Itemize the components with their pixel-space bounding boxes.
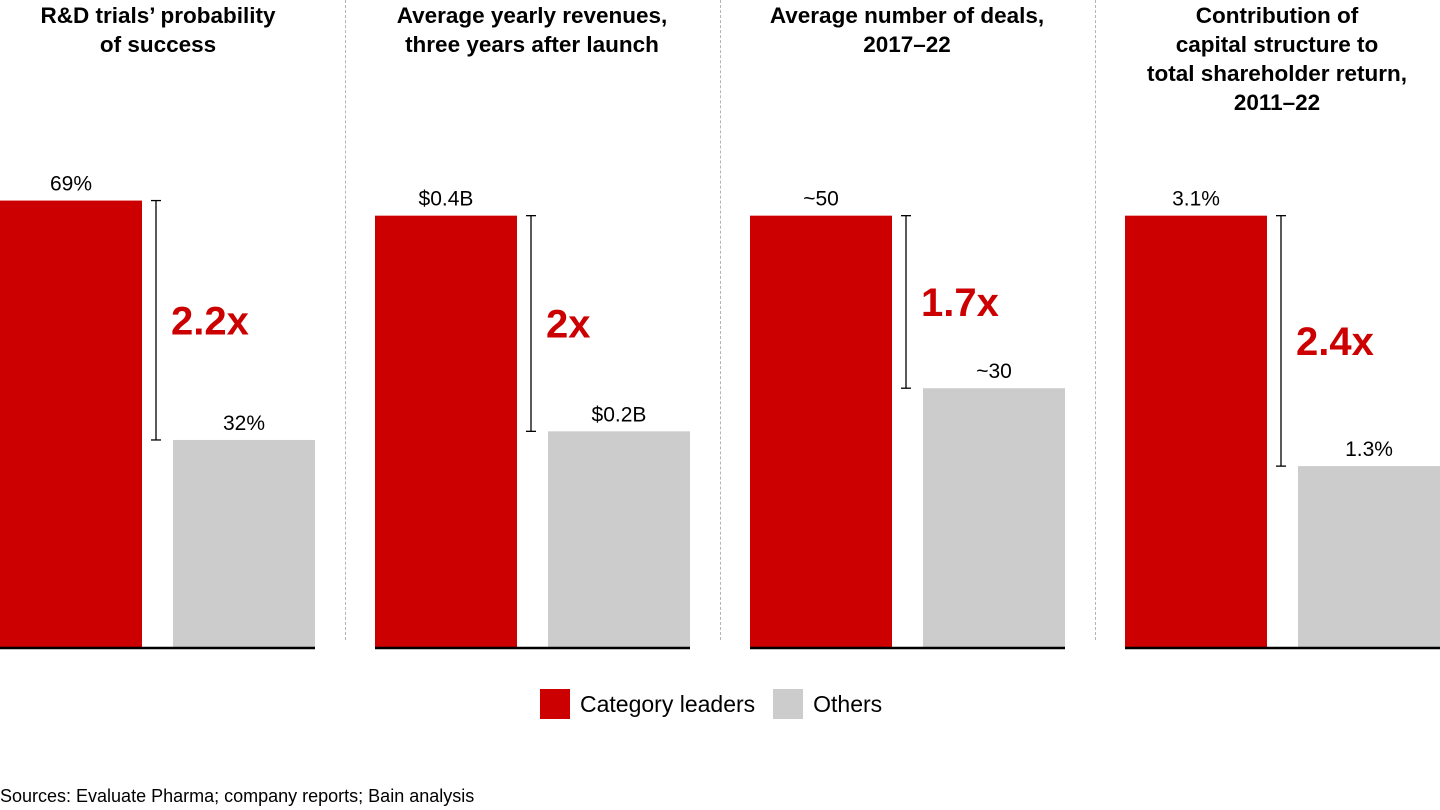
value-label-1-leaders: 69% [50, 173, 92, 196]
value-label-1-others: 32% [223, 412, 265, 435]
value-label-4-leaders: 3.1% [1172, 188, 1220, 211]
bar-4-others [1298, 466, 1440, 647]
source-note: Sources: Evaluate Pharma; company report… [0, 786, 475, 806]
panel-title-1: R&D trials’ probability of success [40, 3, 276, 57]
bar-4-leaders [1125, 215, 1267, 647]
multiplier-label-2: 2x [546, 303, 591, 347]
value-label-4-others: 1.3% [1345, 438, 1393, 461]
multiplier-label-4: 2.4x [1296, 320, 1374, 364]
panel-title-4: Contribution of capital structure to total… [1146, 3, 1408, 115]
charts-area: 69% 32% 2.2x $0.4B $0.2B 2x ~50 ~30 1.7x 3.1% 1.3%… [0, 173, 1440, 650]
legend-label-leaders: Category leaders [580, 690, 756, 717]
panel-title-3: Average number of deals, 2017–22 [769, 3, 1045, 57]
multiplier-label-3: 1.7x [921, 281, 999, 325]
legend-swatch-leaders [540, 689, 570, 719]
legend: Category leaders Others [540, 688, 900, 720]
bar-2-leaders [375, 215, 517, 647]
panel-title-2: Average yearly revenues, three years afte… [396, 3, 668, 57]
value-label-3-others: ~30 [976, 360, 1012, 383]
bar-2-others [548, 431, 690, 647]
bar-3-leaders [750, 215, 892, 647]
value-label-3-leaders: ~50 [803, 188, 839, 211]
bar-1-others [173, 439, 315, 647]
legend-label-others: Others [813, 690, 883, 717]
divider-2 [720, 0, 721, 640]
bar-3-others [923, 388, 1065, 647]
divider-3 [1095, 0, 1096, 640]
value-label-2-others: $0.2B [592, 403, 647, 426]
legend-swatch-others [773, 689, 804, 719]
divider-1 [345, 0, 346, 640]
value-label-2-leaders: $0.4B [419, 188, 474, 211]
multiplier-label-1: 2.2x [171, 299, 249, 343]
bar-1-leaders [0, 200, 142, 647]
